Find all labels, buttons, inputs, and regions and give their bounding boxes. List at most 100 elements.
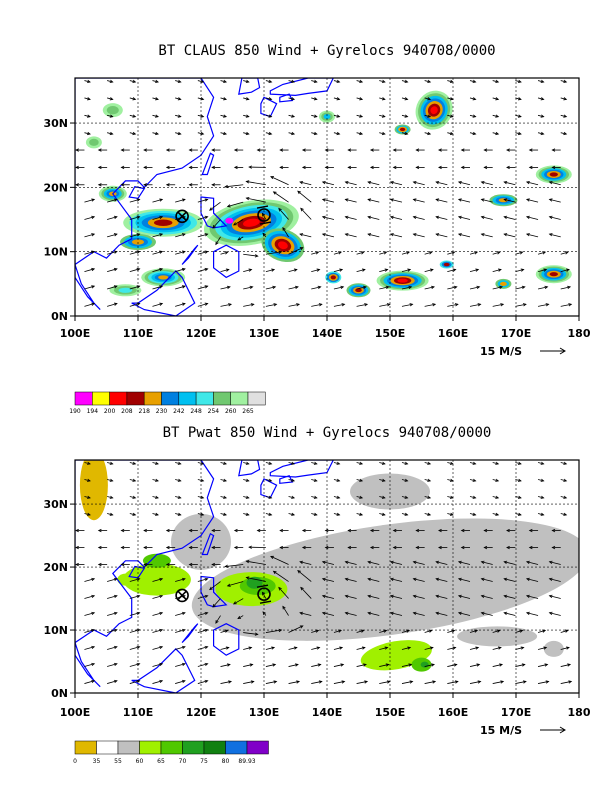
wind-vector-head (120, 183, 125, 187)
wind-vector-head (540, 478, 545, 482)
wind-vector-head (438, 545, 442, 550)
wind-vector (129, 479, 136, 482)
wind-vector-head (460, 165, 465, 170)
field-contour (330, 275, 336, 280)
colorbar-swatch (143, 391, 162, 406)
wind-vector-head (480, 611, 485, 615)
wind-vector-head (75, 165, 79, 170)
coastline (213, 244, 240, 279)
coastline (269, 78, 334, 97)
wind-vector-head (336, 461, 341, 465)
wind-vector-head (522, 303, 527, 307)
wind-vector (288, 664, 299, 667)
wind-vector-head (120, 562, 125, 567)
wind-vector (107, 595, 118, 599)
wind-vector-head (273, 680, 278, 684)
wind-vector-head (271, 268, 276, 272)
map-panel-1: 100E 110E 120E 130E 140E 150E 160E 170E 180 0N 10N… (43, 43, 590, 415)
wind-vector (288, 269, 297, 273)
wind-vector (367, 181, 380, 186)
field-contour (499, 281, 507, 286)
wind-vector-head (389, 233, 394, 237)
wind-vector-head (225, 646, 230, 650)
wind-vector (297, 190, 312, 203)
wind-vector (129, 612, 140, 616)
wind-vector (379, 630, 387, 633)
wind-vector (197, 663, 208, 667)
wind-vector (333, 303, 345, 307)
wind-vector-head (519, 629, 524, 633)
wind-vector (469, 114, 476, 118)
wind-vector-head (316, 268, 321, 272)
wind-vector (220, 97, 227, 100)
wind-vector-head (120, 528, 125, 533)
wind-vector (492, 132, 499, 135)
wind-vector (560, 114, 567, 118)
wind-vector-head (278, 250, 283, 254)
wind-vector-head (270, 176, 274, 180)
wind-vector-head (293, 646, 298, 650)
wind-vector-head (525, 180, 530, 185)
wind-vector (288, 80, 295, 83)
wind-vector (84, 680, 95, 684)
wind-vector-head (435, 594, 440, 598)
wind-vector-head (525, 611, 530, 615)
wind-vector (175, 513, 181, 516)
wind-vector-head (367, 611, 372, 615)
wind-vector-head (427, 478, 432, 482)
wind-vector-head (495, 131, 500, 136)
wind-vector (233, 598, 244, 605)
field-contour (122, 563, 191, 596)
wind-vector (129, 496, 136, 499)
wind-vector-head (369, 545, 374, 550)
wind-vector (504, 181, 516, 186)
wind-vector-head (548, 611, 553, 615)
wind-vector-head (321, 180, 326, 185)
wind-vector-head (245, 97, 250, 101)
wind-vector (84, 132, 91, 135)
wind-vector-head (528, 545, 533, 550)
wind-vector-head (540, 495, 545, 499)
wind-vector-head (313, 478, 318, 482)
wind-vector-head (87, 512, 91, 516)
wind-vector (129, 80, 136, 83)
wind-vector-head (262, 232, 266, 237)
wind-vector-head (359, 495, 364, 499)
wind-vector (537, 97, 544, 100)
wind-vector (197, 268, 208, 273)
wind-vector-head (517, 114, 522, 118)
wind-vector-head (495, 495, 500, 499)
wind-vector (288, 132, 295, 135)
wind-vector-head (360, 251, 365, 255)
wind-vector (356, 132, 363, 135)
x-tick-label: 180 (568, 706, 591, 719)
wind-vector-head (563, 79, 568, 83)
wind-vector-head (392, 545, 397, 550)
wind-vector (401, 462, 408, 465)
wind-vector-head (404, 114, 409, 118)
wind-vector-head (165, 183, 170, 187)
wind-vector (300, 208, 312, 220)
wind-vector-head (563, 461, 568, 465)
wind-vector (311, 496, 317, 499)
coastline (200, 196, 228, 229)
wind-vector (197, 251, 208, 255)
wind-vector (424, 97, 431, 100)
wind-vector (526, 561, 539, 565)
wind-vector (220, 251, 228, 255)
wind-vector-head (181, 250, 186, 254)
wind-vector-head (363, 285, 367, 290)
wind-vector (233, 219, 244, 226)
wind-vector-head (412, 594, 417, 598)
wind-vector (237, 236, 244, 241)
wind-vector-head (313, 114, 318, 118)
y-tick-label: 20N (43, 561, 68, 574)
wind-vector-head (475, 268, 480, 272)
wind-vector-head (476, 285, 481, 290)
wind-vector (379, 681, 390, 684)
wind-vector (282, 227, 289, 238)
wind-vector (458, 181, 471, 186)
wind-vector (152, 268, 163, 273)
colorbar-swatch (247, 391, 266, 406)
wind-vector-head (404, 131, 409, 136)
